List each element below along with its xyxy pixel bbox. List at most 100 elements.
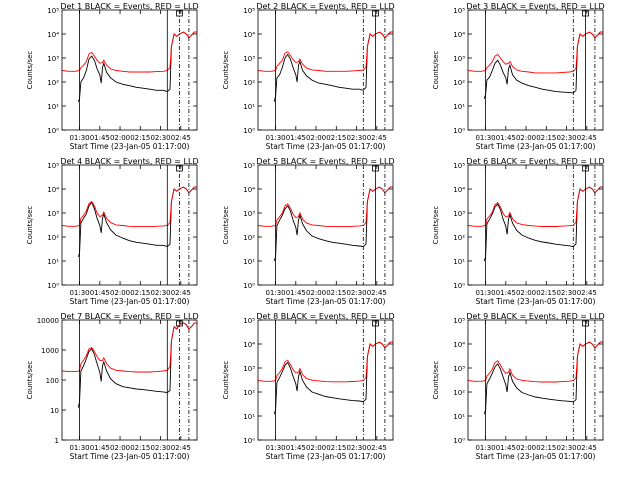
x-tick-label: 02:45: [367, 289, 387, 297]
y-tick-label: 10000: [37, 317, 59, 325]
y-tick-label: 10¹: [47, 258, 59, 266]
y-tick-label: 10³: [47, 210, 59, 218]
plot-frame: [257, 319, 394, 441]
y-axis-label: Counts/sec: [26, 361, 34, 400]
y-tick-label: 10⁴: [453, 31, 465, 39]
y-tick-label: 10⁵: [243, 7, 255, 15]
plot-frame: [61, 164, 198, 286]
x-tick-label: 02:15: [326, 289, 346, 297]
x-tick-label: 02:00: [306, 444, 326, 452]
y-tick-label: 10²: [243, 79, 255, 87]
y-axis-label: Counts/sec: [222, 51, 230, 90]
panel-title: Det 1 BLACK = Events, RED = LLD: [60, 2, 198, 11]
x-tick-label: 01:30: [475, 134, 495, 142]
y-tick-label: 1: [55, 437, 59, 445]
series-line-lld: [62, 31, 197, 73]
y-axis-label: Counts/sec: [222, 361, 230, 400]
x-tick-label: 02:00: [516, 289, 536, 297]
panel-3: Det 3 BLACK = Events, RED = LLD 10⁰ 10¹ 10²…: [432, 2, 605, 151]
x-tick-label: 01:30: [475, 289, 495, 297]
y-tick-label: 10²: [47, 234, 59, 242]
y-axis-label: Counts/sec: [432, 51, 440, 90]
x-tick-label: 01:30: [265, 444, 285, 452]
x-tick-label: 01:30: [69, 289, 89, 297]
x-axis-label: Start Time (23-Jan-05 01:17:00): [70, 297, 190, 306]
flag-square-icon: [372, 165, 379, 172]
panel-6: Det 6 BLACK = Events, RED = LLD 10⁰ 10¹ 10²…: [432, 157, 605, 306]
x-axis-label: Start Time (23-Jan-05 01:17:00): [266, 142, 386, 151]
x-tick-label: 02:00: [110, 134, 130, 142]
x-tick-label: 01:45: [286, 444, 306, 452]
y-tick-label: 10⁰: [47, 282, 59, 290]
x-axis-label: Start Time (23-Jan-05 01:17:00): [476, 452, 596, 461]
panel-4: Det 4 BLACK = Events, RED = LLD 10⁰ 10¹ 10²…: [26, 157, 199, 306]
panel-5: Det 5 BLACK = Events, RED = LLD 10⁰ 10¹ 10²…: [222, 157, 395, 306]
y-tick-label: 10⁰: [453, 437, 465, 445]
y-tick-label: 10⁵: [453, 317, 465, 325]
plot-frame: [257, 9, 394, 131]
panel-title: Det 9 BLACK = Events, RED = LLD: [466, 312, 604, 321]
x-tick-label: 02:45: [577, 134, 597, 142]
x-tick-label: 02:30: [556, 289, 576, 297]
x-tick-label: 01:45: [90, 289, 110, 297]
y-tick-label: 1000: [41, 347, 59, 355]
y-axis-label: Counts/sec: [26, 206, 34, 245]
series-line-lld: [468, 341, 603, 383]
y-tick-label: 10¹: [243, 413, 255, 421]
x-tick-label: 02:45: [367, 444, 387, 452]
panel-8: Det 8 BLACK = Events, RED = LLD 10⁰ 10¹ 10²…: [222, 312, 395, 461]
x-tick-label: 01:45: [496, 444, 516, 452]
panel-9: Det 9 BLACK = Events, RED = LLD 10⁰ 10¹ 10²…: [432, 312, 605, 461]
y-tick-label: 10³: [243, 210, 255, 218]
x-tick-label: 02:45: [577, 289, 597, 297]
panel-title: Det 8 BLACK = Events, RED = LLD: [256, 312, 394, 321]
y-axis-label: Counts/sec: [222, 206, 230, 245]
y-tick-label: 10¹: [453, 103, 465, 111]
flag-square-icon: [582, 165, 589, 172]
x-tick-label: 02:15: [130, 444, 150, 452]
y-tick-label: 10²: [243, 389, 255, 397]
series-line-lld: [468, 31, 603, 74]
x-axis-label: Start Time (23-Jan-05 01:17:00): [266, 297, 386, 306]
y-tick-label: 10³: [243, 55, 255, 63]
x-tick-label: 01:30: [69, 134, 89, 142]
x-tick-label: 01:30: [475, 444, 495, 452]
plot-frame: [61, 9, 198, 131]
x-axis-label: Start Time (23-Jan-05 01:17:00): [70, 142, 190, 151]
flag-square-icon: [582, 10, 589, 17]
x-tick-label: 01:45: [496, 289, 516, 297]
y-tick-label: 10⁴: [243, 31, 255, 39]
flag-square-icon: [176, 320, 183, 327]
x-tick-label: 02:00: [516, 444, 536, 452]
y-tick-label: 10¹: [453, 258, 465, 266]
x-tick-label: 01:45: [90, 134, 110, 142]
x-tick-label: 02:00: [306, 289, 326, 297]
x-axis-label: Start Time (23-Jan-05 01:17:00): [266, 452, 386, 461]
x-tick-label: 02:30: [346, 444, 366, 452]
y-axis-label: Counts/sec: [26, 51, 34, 90]
y-tick-label: 10²: [453, 234, 465, 242]
y-axis-label: Counts/sec: [432, 206, 440, 245]
y-tick-label: 10⁴: [243, 186, 255, 194]
y-tick-label: 10²: [243, 234, 255, 242]
x-tick-label: 02:30: [150, 134, 170, 142]
panel-title: Det 5 BLACK = Events, RED = LLD: [256, 157, 394, 166]
x-tick-label: 02:45: [577, 444, 597, 452]
y-tick-label: 10⁰: [243, 282, 255, 290]
x-tick-label: 02:15: [130, 134, 150, 142]
x-axis-label: Start Time (23-Jan-05 01:17:00): [476, 142, 596, 151]
y-tick-label: 10⁰: [453, 127, 465, 135]
y-tick-label: 10³: [453, 55, 465, 63]
x-tick-label: 02:30: [556, 134, 576, 142]
y-tick-label: 10³: [47, 55, 59, 63]
plot-frame: [467, 164, 604, 286]
x-tick-label: 02:00: [110, 444, 130, 452]
y-tick-label: 10²: [47, 79, 59, 87]
x-tick-label: 02:15: [326, 444, 346, 452]
plot-frame: [467, 319, 604, 441]
x-tick-label: 02:45: [171, 444, 191, 452]
panel-7: Det 7 BLACK = Events, RED = LLD 1 10 100 100…: [26, 312, 199, 461]
panel-1: Det 1 BLACK = Events, RED = LLD 10⁰ 10¹ 10²…: [26, 2, 199, 151]
